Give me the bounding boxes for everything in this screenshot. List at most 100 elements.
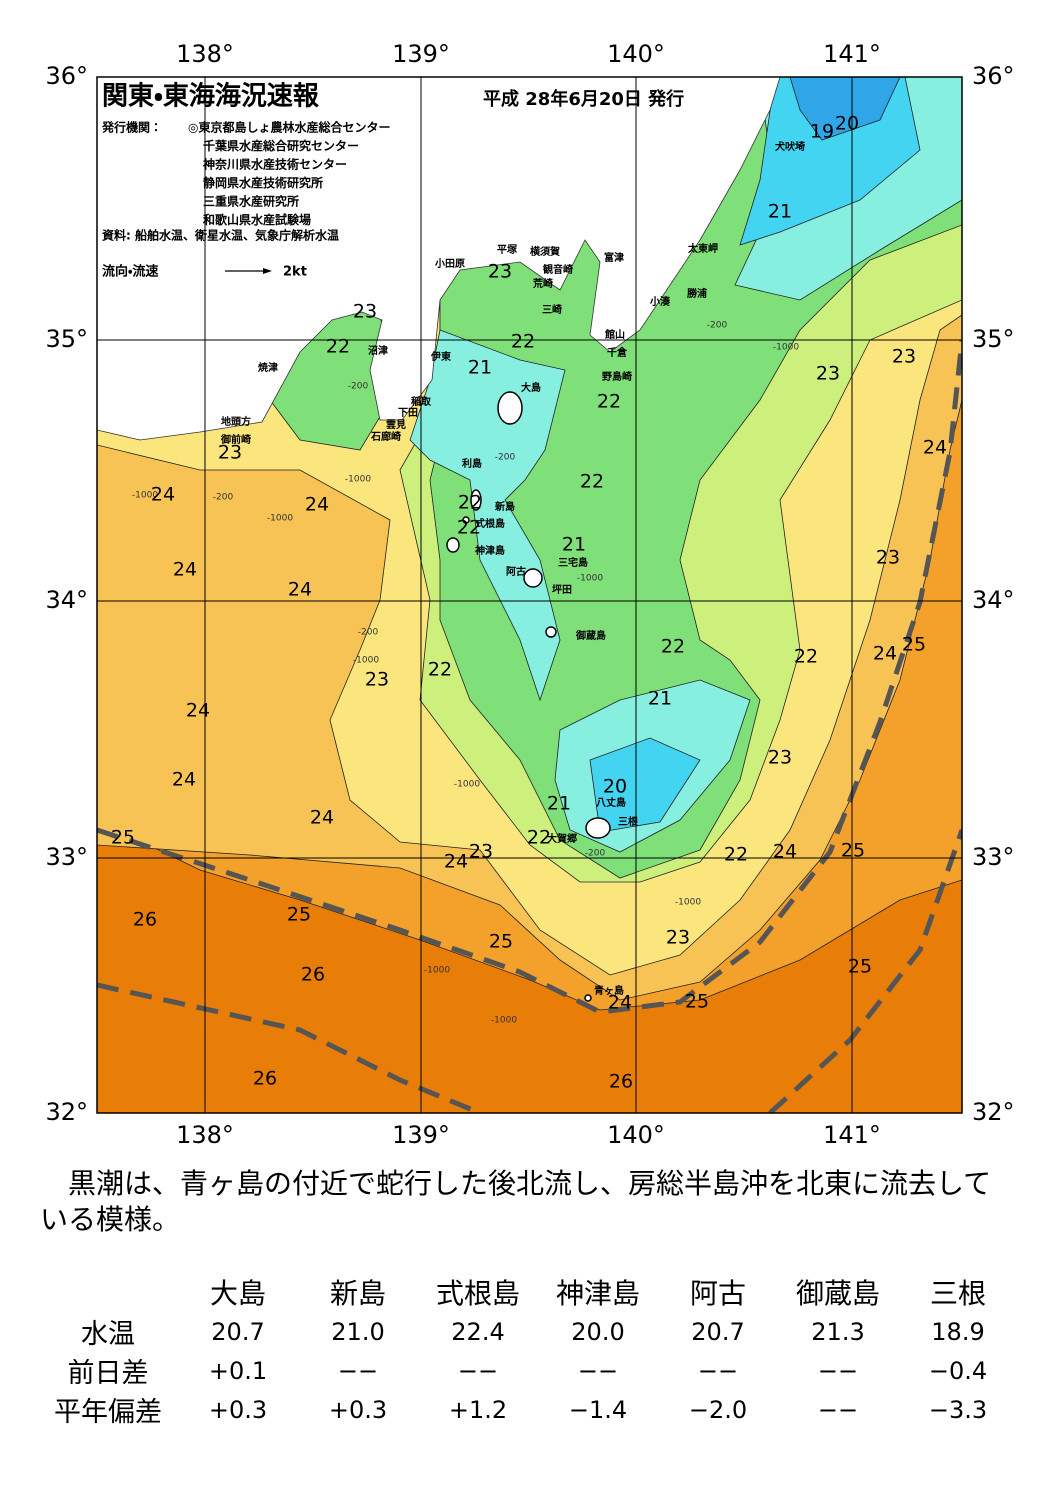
isotherm-label: 23: [876, 547, 900, 569]
kuroshio-line: [97, 339, 962, 1015]
isotherm-label: 20: [835, 113, 859, 135]
isotherm-label: 23: [892, 346, 916, 368]
isotherm-label: 22: [597, 391, 621, 413]
isotherm-label: 21: [468, 357, 492, 379]
depth-label: -1000: [675, 898, 701, 908]
cell: 22.4: [451, 1317, 505, 1346]
depth-label: -200: [348, 382, 369, 392]
depth-label: -1000: [132, 491, 158, 501]
lon-tick-label: 138°: [176, 1121, 234, 1149]
lat-tick-label: 36°: [972, 62, 1015, 90]
island: [585, 817, 611, 839]
cell: −2.0: [688, 1395, 748, 1424]
place-name: 観音崎: [543, 263, 573, 276]
current-scale: 2kt: [283, 265, 307, 280]
lat-tick-label: 35°: [45, 325, 88, 353]
isotherm-label: 26: [253, 1068, 277, 1090]
depth-label: -200: [585, 849, 606, 859]
isotherm-label: 23: [768, 747, 792, 769]
cell: −1.4: [568, 1395, 628, 1424]
isotherm-label: 23: [365, 669, 389, 691]
isotherm-label: 26: [609, 1071, 633, 1093]
column-header: 阿古: [689, 1277, 746, 1310]
depth-label: -1000: [491, 1016, 517, 1026]
isotherm-label: 23: [816, 363, 840, 385]
zone-21: [409, 329, 566, 702]
isotherm-label: 22: [724, 844, 748, 866]
place-name: 大賀郷: [547, 832, 577, 845]
lon-tick-label: 138°: [176, 40, 234, 68]
summary-text: 黒潮は、青ヶ島の付近で蛇行した後北流し、房総半島沖を北東に流去している模様。: [40, 1167, 992, 1236]
place-name: 平塚: [497, 243, 518, 256]
island: [584, 994, 592, 1002]
isotherm-label: 21: [547, 793, 571, 815]
cell: 20.7: [211, 1317, 265, 1346]
depth-label: -1000: [577, 574, 603, 584]
depth-label: -1000: [773, 343, 799, 353]
place-name: 千倉: [607, 346, 628, 359]
isotherm-label: 22: [326, 336, 350, 358]
isotherm-label: 24: [172, 769, 196, 791]
sources: 資料: 船舶水温、衛星水温、気象庁解析水温: [102, 228, 339, 243]
lat-tick-label: 32°: [45, 1098, 88, 1126]
place-name: 三根: [618, 815, 639, 828]
column-header: 式根島: [435, 1277, 520, 1310]
place-name: 小田原: [434, 257, 465, 270]
lat-tick-label: 32°: [972, 1098, 1015, 1126]
lat-tick-label: 35°: [972, 325, 1015, 353]
island: [497, 391, 523, 425]
place-name: 利島: [462, 457, 482, 470]
island: [470, 489, 482, 511]
observation-table: 大島 新島 式根島 神津島 阿古 御蔵島 三根 水温 20.7 21.0 22.4 20.0 20.7…: [38, 1272, 1018, 1429]
lon-tick-label: 139°: [392, 40, 450, 68]
isotherm-label: 24: [444, 851, 468, 873]
cell: −−: [577, 1356, 619, 1385]
isotherm-label: 25: [111, 827, 135, 849]
table-row: 水温 20.7 21.0 22.4 20.0 20.7 21.3 18.9: [38, 1312, 1018, 1351]
place-name: 三崎: [542, 303, 562, 316]
current-legend: 流向・流速: [102, 264, 158, 280]
lat-tick-label: 33°: [972, 843, 1015, 871]
lon-tick-label: 140°: [607, 40, 665, 68]
isotherm-label: 22: [511, 331, 535, 353]
graticule: [97, 77, 962, 1113]
isotherm-label: 22: [457, 517, 481, 539]
isotherm-label: 24: [173, 559, 197, 581]
issuer: 静岡県水産技術研究所: [203, 175, 323, 190]
column-header: 神津島: [555, 1277, 640, 1310]
isotherm-label: 25: [841, 840, 865, 862]
row-label: 前日差: [67, 1358, 149, 1389]
islands: [446, 391, 611, 1002]
isotherm-label: 22: [661, 636, 685, 658]
issue-date: 平成 28年6月20日 発行: [483, 88, 684, 110]
table-row: 前日差 +0.1 −− −− −− −− −− −0.4: [38, 1351, 1018, 1390]
cell: 20.0: [571, 1317, 625, 1346]
place-name: 焼津: [258, 361, 278, 374]
place-name: 青ヶ島: [594, 984, 624, 997]
place-name: 式根島: [475, 517, 505, 530]
isotherm-label: 22: [458, 492, 482, 514]
place-name: 勝浦: [687, 287, 707, 300]
cell: −3.3: [928, 1395, 988, 1424]
column-header: 三根: [929, 1277, 986, 1310]
lat-tick-label: 36°: [45, 62, 88, 90]
place-name: 荒崎: [532, 277, 553, 290]
place-name: 沼津: [368, 344, 388, 357]
place-name: 八丈島: [596, 796, 626, 809]
lat-tick-label: 34°: [45, 586, 88, 614]
table-header: 大島 新島 式根島 神津島 阿古 御蔵島 三根: [38, 1272, 1018, 1312]
depth-label: -200: [495, 453, 516, 463]
place-name: 坪田: [552, 583, 572, 596]
column-header: 新島: [329, 1277, 386, 1310]
place-name: 阿古: [506, 565, 526, 578]
isotherm-label: 24: [151, 484, 175, 506]
cell: −−: [697, 1356, 739, 1385]
island: [446, 537, 460, 553]
kuroshio-line: [768, 829, 962, 1113]
current-arrowhead: [263, 268, 272, 274]
cell: 21.3: [811, 1317, 865, 1346]
cell: +0.3: [208, 1395, 268, 1424]
map-frame: [96, 76, 963, 1114]
place-name: 太東岬: [687, 242, 718, 255]
zone-19: [789, 77, 901, 141]
